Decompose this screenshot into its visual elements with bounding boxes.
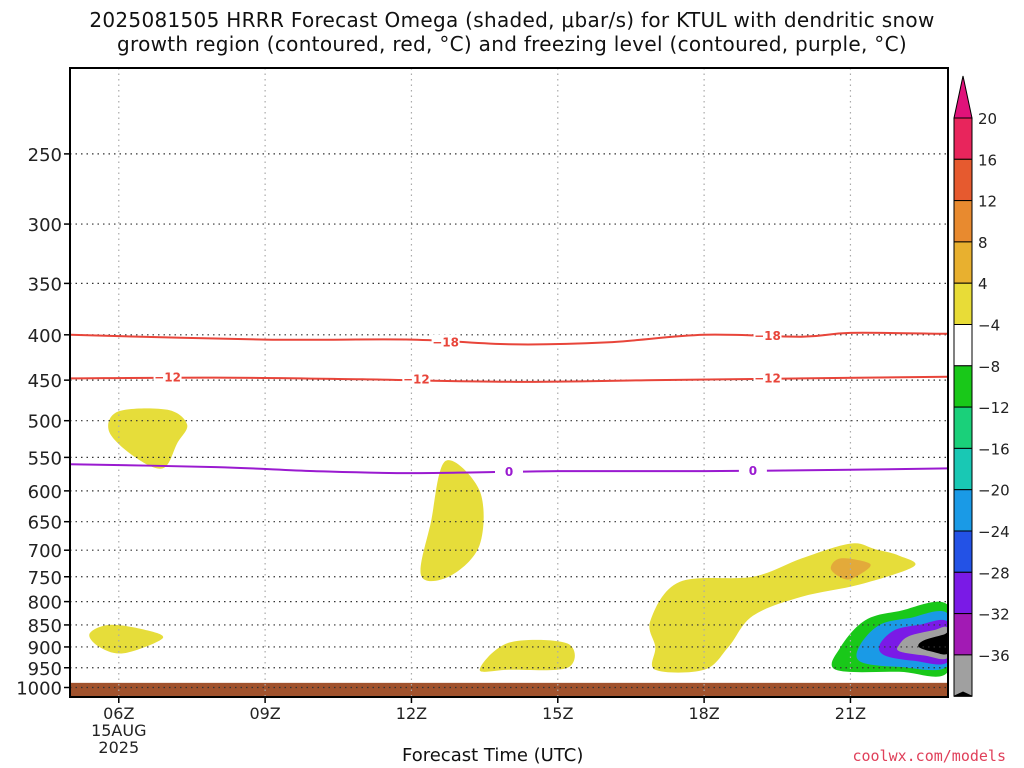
y-tick-label-950: 950: [28, 659, 62, 680]
y-tick-label-600: 600: [28, 482, 62, 503]
colorbar-label-4: 4: [978, 275, 988, 293]
y-tick-label-750: 750: [28, 568, 62, 589]
chart-title-line1: 2025081505 HRRR Forecast Omega (shaded, …: [89, 8, 935, 32]
plot-frame: [69, 67, 949, 698]
colorbar-swatch-5: [953, 324, 973, 367]
omega-region-10: [918, 632, 948, 655]
x-tick-label-15Z: 15Z: [542, 704, 573, 723]
contour-label-1-0: −12: [154, 371, 181, 385]
y-tick-label-350: 350: [28, 274, 62, 295]
colorbar-label-1: 16: [978, 151, 997, 169]
x-axis-label: Forecast Time (UTC): [402, 745, 584, 766]
y-tick-label-900: 900: [28, 638, 62, 659]
omega-region-0: [108, 408, 188, 469]
y-tick-label-800: 800: [28, 593, 62, 614]
y-axis: 2503003504004505005506006507007508008509…: [16, 145, 70, 699]
colorbar-label-10: −24: [978, 523, 1010, 541]
contour-label-bg: [153, 369, 182, 384]
colorbar-swatch-9: [953, 489, 973, 532]
contour-label-bg: [431, 334, 460, 349]
y-tick-label-850: 850: [28, 616, 62, 637]
colorbar-legend: 20 16 12 8 4 −4 −8 −12 −16 −20 −24 −28 −32 −36: [953, 75, 1010, 697]
y-tick-label-550: 550: [28, 448, 62, 469]
colorbar-label-5: −4: [978, 317, 1000, 335]
omega-region-1: [420, 460, 484, 582]
contour-label-2-1: 0: [749, 464, 757, 478]
contour-label-1-2: −12: [754, 371, 781, 385]
omega-region-3: [479, 639, 575, 672]
y-tick-label-250: 250: [28, 145, 62, 166]
colorbar-swatch-10: [953, 530, 973, 573]
colorbar-swatch-0: [953, 117, 973, 160]
colorbar-bottom-cap: [953, 691, 973, 697]
contour-label-bg: [753, 327, 782, 342]
y-tick-label-300: 300: [28, 215, 62, 236]
colorbar-label-7: −12: [978, 399, 1010, 417]
x-tick-label-06Z: 06Z: [103, 704, 134, 723]
colorbar-label-12: −32: [978, 606, 1010, 624]
colorbar-swatch-1: [953, 158, 973, 202]
contour-label-bg: [402, 371, 431, 386]
y-tick-label-1000: 1000: [16, 678, 62, 699]
terrain-fill: [70, 682, 948, 697]
colorbar-label-0: 20: [978, 110, 997, 128]
y-tick-label-400: 400: [28, 326, 62, 347]
colorbar-swatch-4: [953, 282, 973, 326]
x-tick-label-21Z: 21Z: [835, 704, 866, 723]
contour-label-2-0: 0: [505, 465, 513, 479]
omega-shading: [70, 408, 948, 697]
y-tick-label-700: 700: [28, 541, 62, 562]
colorbar-swatch-12: [953, 613, 973, 656]
x-tick-sublabel-1: 2025: [98, 738, 139, 757]
x-tick-sublabel-0: 15AUG: [91, 721, 146, 740]
colorbar-swatch-2: [953, 200, 973, 243]
x-tick-label-12Z: 12Z: [396, 704, 427, 723]
colorbar-swatch-13: [953, 654, 973, 697]
colorbar-swatch-3: [953, 241, 973, 284]
colorbar-swatch-11: [953, 571, 973, 615]
contour-line-1: [70, 375, 948, 383]
contour-label-bg: [738, 463, 767, 478]
colorbar-label-6: −8: [978, 358, 1000, 376]
contour-label-bg: [753, 370, 782, 385]
colorbar-label-9: −20: [978, 482, 1010, 500]
chart-title: 2025081505 HRRR Forecast Omega (shaded, …: [0, 8, 1024, 56]
contour-label-bg: [495, 463, 523, 478]
x-tick-label-09Z: 09Z: [249, 704, 280, 723]
y-tick-label-450: 450: [28, 371, 62, 392]
colorbar-label-13: −36: [978, 647, 1010, 665]
colorbar-top-cap: [953, 75, 973, 119]
colorbar-swatch-8: [953, 447, 973, 491]
contour-lines: −18 −18 −12 −12 −12 0 0: [70, 327, 948, 479]
y-tick-label-650: 650: [28, 513, 62, 534]
colorbar-label-3: 8: [978, 234, 988, 252]
contour-label-0-0: −18: [432, 335, 459, 349]
colorbar-label-11: −28: [978, 564, 1010, 582]
y-tick-label-500: 500: [28, 412, 62, 433]
credit-link[interactable]: coolwx.com/models: [852, 747, 1006, 765]
contour-label-1-1: −12: [403, 372, 430, 386]
x-tick-label-18Z: 18Z: [688, 704, 719, 723]
omega-region-2: [89, 624, 164, 654]
colorbar-swatch-6: [953, 365, 973, 408]
colorbar-swatch-7: [953, 406, 973, 449]
contour-line-0: [70, 331, 948, 346]
colorbar-label-8: −16: [978, 440, 1010, 458]
colorbar-label-2: 12: [978, 193, 997, 211]
contour-label-0-1: −18: [754, 329, 781, 343]
chart-title-line2: growth region (contoured, red, °C) and f…: [117, 32, 907, 56]
